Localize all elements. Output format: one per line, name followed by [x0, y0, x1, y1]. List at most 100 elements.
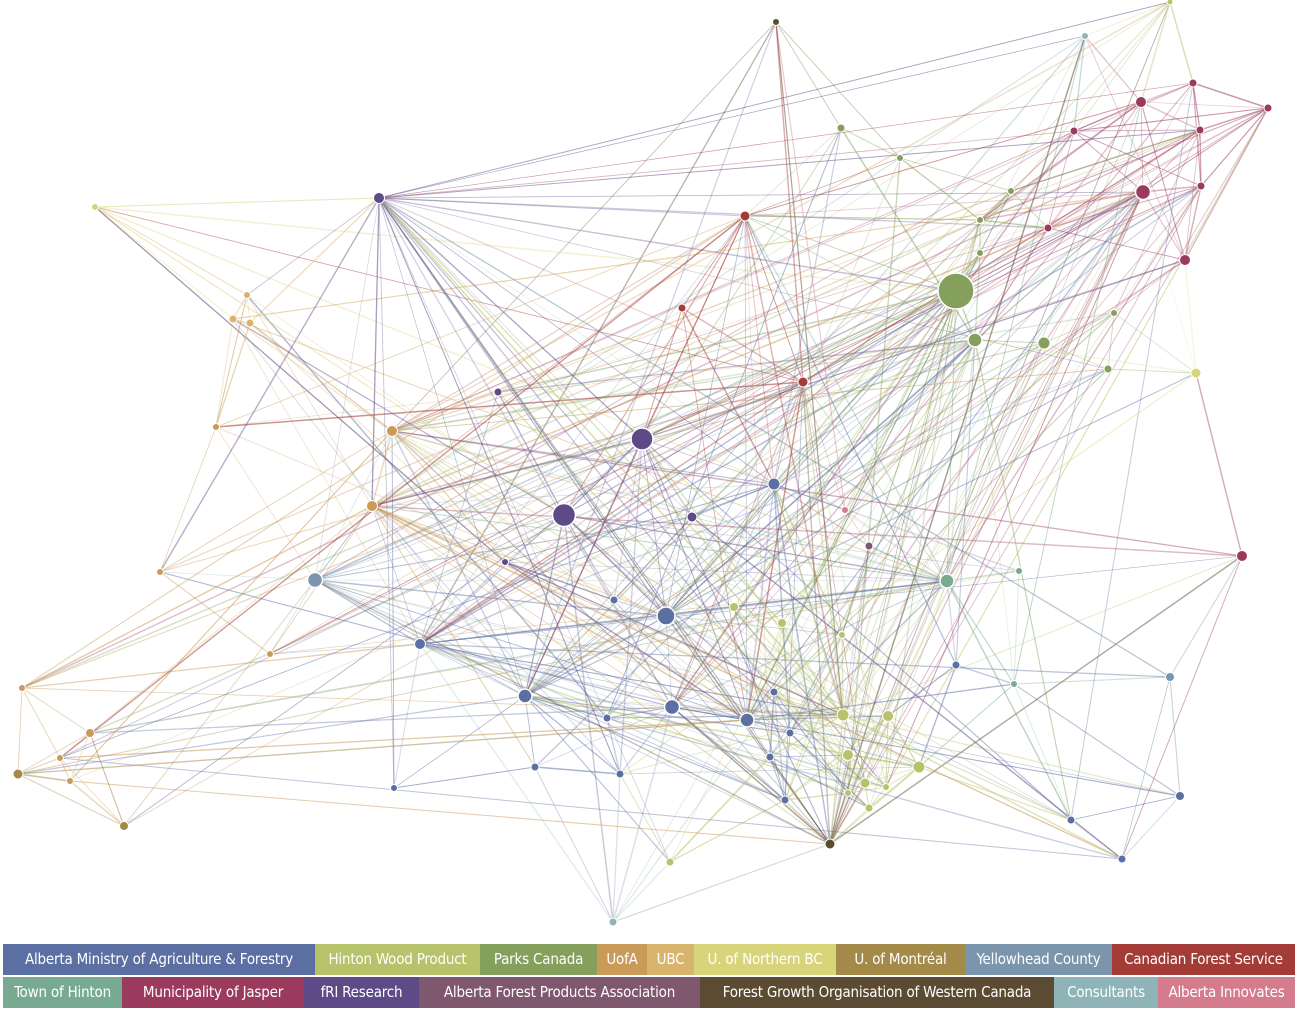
- network-edge: [17, 773, 71, 782]
- network-edge: [314, 191, 1144, 581]
- network-edge: [391, 430, 1072, 821]
- network-edge: [789, 732, 870, 809]
- network-edge: [232, 318, 526, 697]
- network-edge: [1073, 130, 1144, 193]
- network-edge: [974, 227, 1049, 341]
- network-edge: [391, 339, 976, 432]
- network-edge: [246, 294, 844, 716]
- network-edge: [789, 634, 843, 734]
- network-edge: [419, 643, 887, 788]
- network-edge: [371, 430, 393, 507]
- network-edge: [746, 381, 804, 721]
- network-edge: [1113, 312, 1197, 374]
- network-edge: [1192, 82, 1201, 131]
- network-edge: [21, 687, 61, 759]
- network-edge: [378, 197, 783, 624]
- legend-item-hinton-wood: Hinton Wood Product: [315, 944, 480, 975]
- network-edge: [419, 555, 1243, 645]
- legend-item-afpa: Alberta Forest Products Association: [419, 977, 700, 1008]
- network-edge: [391, 312, 1115, 432]
- network-edge: [829, 342, 1045, 845]
- network-edge: [829, 782, 866, 845]
- network-edge: [21, 215, 746, 689]
- network-edge: [946, 35, 1086, 582]
- network-edge: [847, 786, 887, 794]
- network-edge: [844, 509, 948, 582]
- network-edge: [1113, 259, 1186, 314]
- network-node: [1179, 254, 1191, 266]
- network-edge: [371, 505, 506, 563]
- network-edge: [784, 799, 831, 845]
- legend-item-parks-canada: Parks Canada: [480, 944, 597, 975]
- network-edge: [784, 339, 976, 801]
- network-edge: [979, 101, 1142, 221]
- network-edge: [269, 381, 804, 655]
- network-edge: [232, 318, 565, 516]
- network-node: [677, 303, 687, 313]
- network-node: [939, 573, 955, 589]
- network-edge: [829, 35, 1086, 845]
- network-edge: [419, 643, 786, 801]
- network-edge: [371, 197, 380, 507]
- network-edge: [391, 227, 1049, 432]
- network-node: [1010, 680, 1018, 688]
- network-edge: [773, 290, 957, 485]
- network-edge: [371, 381, 804, 507]
- network-edge: [974, 191, 1144, 341]
- network-edge: [563, 514, 866, 784]
- network-edge: [789, 339, 976, 734]
- network-edge: [524, 695, 671, 863]
- network-edge: [769, 732, 791, 758]
- network-edge: [378, 197, 746, 217]
- network-node: [56, 754, 64, 762]
- network-edge: [775, 21, 842, 129]
- network-edge: [419, 391, 499, 645]
- legend-item-town-of-hinton: Town of Hinton: [3, 977, 122, 1008]
- network-edge: [17, 580, 948, 775]
- network-edge: [371, 505, 791, 734]
- network-edge: [769, 756, 786, 801]
- network-edge: [979, 219, 1049, 229]
- network-node: [882, 710, 894, 722]
- network-edge: [665, 483, 775, 617]
- network-edge: [371, 505, 673, 708]
- network-edge: [612, 843, 831, 923]
- network-edge: [612, 861, 671, 923]
- network-edge: [89, 706, 673, 734]
- network-edge: [89, 570, 1020, 734]
- network-edge: [21, 687, 844, 716]
- network-edge: [378, 197, 1171, 678]
- network-edge: [773, 190, 1012, 485]
- network-edge: [524, 514, 565, 697]
- network-edge: [773, 127, 842, 485]
- legend-item-umontreal: U. of Montréal: [836, 944, 965, 975]
- network-edge: [641, 438, 775, 485]
- network-edge: [504, 483, 775, 563]
- network-edge: [1140, 101, 1186, 261]
- network-edge: [94, 206, 506, 563]
- network-edge: [641, 438, 849, 756]
- network-edge: [868, 580, 948, 809]
- network-edge: [946, 570, 1020, 582]
- network-edge: [59, 757, 125, 827]
- network-edge: [1142, 129, 1201, 193]
- network-edge: [665, 381, 804, 617]
- network-node: [1175, 791, 1185, 801]
- network-edge: [1013, 570, 1020, 685]
- network-edge: [665, 215, 746, 617]
- network-edge: [769, 754, 849, 758]
- network-edge: [744, 191, 1144, 217]
- network-node: [1037, 336, 1051, 350]
- network-edge: [524, 483, 775, 697]
- network-edge: [314, 579, 948, 582]
- network-edge: [314, 579, 844, 716]
- network-edge: [371, 505, 844, 716]
- network-node: [1134, 183, 1152, 201]
- network-edge: [123, 339, 976, 827]
- network-edge: [497, 391, 565, 516]
- network-edge: [378, 197, 671, 863]
- network-node: [501, 558, 509, 566]
- network-edge: [215, 426, 316, 581]
- network-edge: [781, 622, 849, 794]
- network-edge: [232, 318, 421, 645]
